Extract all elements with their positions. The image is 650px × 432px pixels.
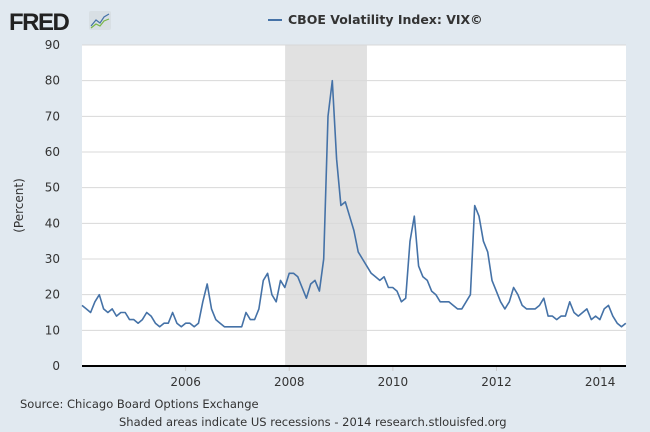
y-tick-label: 70: [45, 109, 60, 123]
y-tick-label: 50: [45, 181, 60, 195]
y-tick-label: 80: [45, 74, 60, 88]
recession-note: Shaded areas indicate US recessions - 20…: [119, 415, 507, 429]
x-tick-label: 2010: [378, 375, 409, 389]
y-axis-label: (Percent): [12, 178, 26, 233]
source-text: Source: Chicago Board Options Exchange: [20, 397, 259, 411]
fred-logo: FRED: [9, 9, 70, 36]
series-line: [81, 79, 627, 328]
y-tick-label: 60: [45, 145, 60, 159]
y-tick-label: 10: [45, 323, 60, 337]
y-tick-label: 20: [45, 288, 60, 302]
x-tick-label: 2012: [481, 375, 512, 389]
y-tick-label: 90: [45, 38, 60, 52]
legend-swatch: [268, 18, 282, 21]
x-tick-label: 2008: [274, 375, 305, 389]
x-tick-label: 2014: [585, 375, 616, 389]
legend-label: CBOE Volatility Index: VIX©: [288, 12, 483, 27]
y-tick-label: 40: [45, 216, 60, 230]
x-tick-label: 2006: [170, 375, 201, 389]
y-tick-label: 30: [45, 252, 60, 266]
y-tick-label: 0: [52, 359, 60, 373]
chart-logo-icon: [89, 11, 111, 30]
legend: CBOE Volatility Index: VIX©: [268, 12, 483, 27]
